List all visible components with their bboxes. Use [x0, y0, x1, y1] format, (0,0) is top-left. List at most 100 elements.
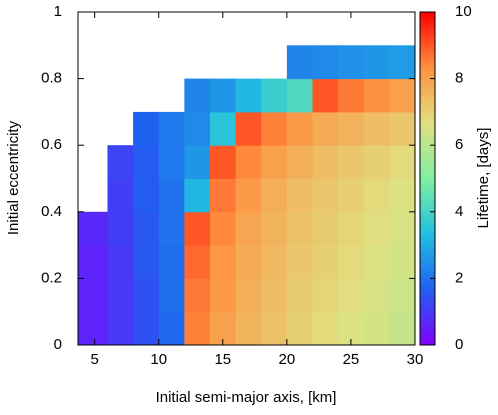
- heatmap-cell: [235, 211, 262, 246]
- heatmap-cell: [107, 211, 134, 246]
- heatmap-cell: [389, 111, 416, 146]
- heatmap-cell: [184, 211, 211, 246]
- heatmap-cell: [133, 178, 160, 213]
- heatmap-cell: [312, 311, 339, 346]
- heatmap-cell: [107, 311, 134, 346]
- heatmap-cell: [158, 245, 185, 279]
- heatmap-cell: [235, 311, 262, 346]
- heatmap-cell: [389, 311, 416, 346]
- heatmap-cell: [312, 178, 339, 213]
- heatmap-cell: [158, 178, 185, 213]
- heatmap-cell: [235, 245, 262, 279]
- heatmap-cell: [235, 278, 262, 313]
- heatmap-cell: [338, 78, 365, 113]
- colorbar-label: Lifetime, [days]: [475, 128, 492, 229]
- heatmap-cell: [312, 278, 339, 313]
- heatmap-cell: [312, 245, 339, 279]
- heatmap-cell: [261, 311, 288, 346]
- heatmap-cell: [107, 145, 134, 179]
- heatmap-cell: [389, 78, 416, 113]
- heatmap-cell: [107, 245, 134, 279]
- heatmap-cell: [312, 111, 339, 146]
- colorbar-tick-label: 8: [455, 70, 463, 87]
- y-tick-label: 0.6: [41, 136, 62, 153]
- heatmap-cell: [209, 211, 237, 246]
- y-tick-label: 0.8: [41, 70, 62, 87]
- heatmap-cell: [209, 145, 237, 179]
- x-axis-label: Initial semi-major axis, [km]: [156, 389, 337, 406]
- heatmap-cell: [184, 145, 211, 179]
- heatmap-cell: [363, 278, 390, 313]
- heatmap-cell: [261, 111, 288, 146]
- heatmap-cell: [363, 178, 390, 213]
- colorbar-tick-label: 0: [455, 336, 463, 353]
- heatmap-cell: [261, 211, 288, 246]
- heatmap-cell: [78, 278, 108, 313]
- heatmap-cell: [338, 211, 365, 246]
- colorbar: [419, 11, 436, 346]
- heatmap-cell: [338, 111, 365, 146]
- heatmap-cell: [133, 111, 160, 146]
- heatmap-cell: [235, 111, 262, 146]
- heatmap-cell: [184, 78, 211, 113]
- x-tick-label: 10: [150, 351, 167, 368]
- heatmap-cell: [158, 278, 185, 313]
- heatmap-cell: [286, 111, 313, 146]
- heatmap-cell: [133, 278, 160, 313]
- heatmap-cell: [389, 211, 416, 246]
- heatmap-cell: [158, 145, 185, 179]
- heatmap-cell: [78, 211, 108, 246]
- heatmap-cell: [338, 45, 365, 80]
- colorbar-tick-label: 6: [455, 136, 463, 153]
- heatmap-cell: [184, 178, 211, 213]
- y-tick-label: 1: [54, 3, 62, 20]
- colorbar-tick-label: 2: [455, 269, 463, 286]
- heatmap-cell: [158, 211, 185, 246]
- heatmap-cell: [389, 278, 416, 313]
- heatmap-cell: [133, 145, 160, 179]
- heatmap-cell: [363, 311, 390, 346]
- heatmap-cell: [209, 245, 237, 279]
- heatmap-cell: [133, 311, 160, 346]
- heatmap-cell: [158, 111, 185, 146]
- heatmap-cell: [363, 78, 390, 113]
- heatmap-cell: [133, 245, 160, 279]
- heatmap-cell: [389, 245, 416, 279]
- y-tick-label: 0.2: [41, 269, 62, 286]
- heatmap-cell: [184, 111, 211, 146]
- heatmap-cell: [286, 245, 313, 279]
- heatmap-cell: [389, 178, 416, 213]
- y-tick-label: 0: [54, 336, 62, 353]
- heatmap-cell: [209, 278, 237, 313]
- heatmap-cell: [261, 178, 288, 213]
- colorbar-tick-label: 4: [455, 203, 463, 220]
- heatmap-cell: [235, 78, 262, 113]
- x-tick-label: 25: [343, 351, 360, 368]
- heatmap-cell: [261, 278, 288, 313]
- heatmap-cell: [107, 178, 134, 213]
- heatmap-cell: [312, 78, 339, 113]
- y-axis-label: Initial eccentricity: [5, 120, 22, 235]
- heatmap-cell: [78, 245, 108, 279]
- heatmap-cell: [389, 145, 416, 179]
- heatmap-cell: [235, 178, 262, 213]
- heatmap-cell: [286, 78, 313, 113]
- heatmap-cell: [389, 45, 416, 80]
- heatmap-cell: [107, 278, 134, 313]
- heatmap-cell: [286, 178, 313, 213]
- heatmap-cell: [209, 78, 237, 113]
- x-tick-label: 20: [279, 351, 296, 368]
- heatmap-cell: [363, 211, 390, 246]
- heatmap-cell: [338, 178, 365, 213]
- heatmap-cell: [312, 211, 339, 246]
- heatmap-cell: [363, 145, 390, 179]
- heatmap-cell: [184, 278, 211, 313]
- heatmap-cell: [286, 45, 313, 80]
- plot-frame: [77, 11, 416, 346]
- heatmap-cell: [78, 311, 108, 346]
- heatmap-cell: [261, 145, 288, 179]
- heatmap-cell: [363, 111, 390, 146]
- heatmap-cell: [286, 311, 313, 346]
- heatmap-cell: [235, 145, 262, 179]
- heatmap-cell: [286, 211, 313, 246]
